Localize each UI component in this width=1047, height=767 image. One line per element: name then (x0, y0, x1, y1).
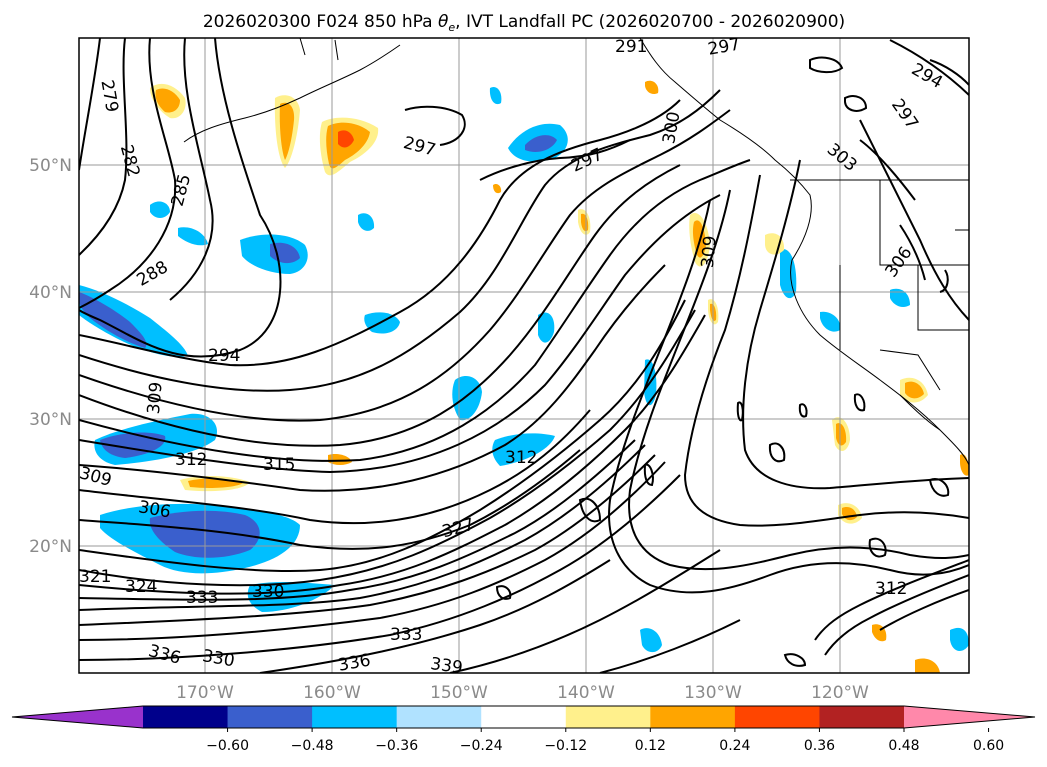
positive-anomaly-region (328, 453, 352, 465)
colorbar-tick-label: 0.12 (635, 738, 666, 754)
contour-label: 333 (390, 625, 422, 645)
colorbar: −0.60 −0.48 −0.36 −0.24 −0.12 0.12 0.24 0.36 0.4… (11, 705, 1036, 754)
contour-label: 291 (615, 37, 647, 57)
colorbar-tick-label: 0.60 (973, 738, 1004, 754)
positive-anomaly-region (765, 233, 785, 255)
contour-label: 339 (429, 654, 464, 678)
lat-label: 50°N (29, 156, 72, 176)
colorbar-tick-label: 0.36 (804, 738, 835, 754)
contour-label: 336 (337, 650, 372, 675)
colorbar-tick-label: −0.12 (544, 738, 587, 754)
negative-anomaly-core (525, 135, 557, 152)
contour-label: 324 (125, 577, 157, 597)
lon-label: 120°W (811, 683, 869, 703)
negative-anomaly-region (950, 627, 969, 652)
lon-label: 150°W (430, 683, 488, 703)
colorbar-segment (819, 706, 905, 728)
positive-anomaly-core (279, 102, 295, 160)
negative-anomaly-region (538, 312, 555, 343)
positive-anomaly-core (905, 381, 924, 399)
colorbar-segment (565, 706, 651, 728)
positive-anomaly-core (836, 423, 847, 446)
colorbar-tick-label: 0.24 (719, 738, 750, 754)
map-panel: 279 282 285 288 294 297 297 297 300 303 … (29, 34, 970, 703)
negative-anomaly-region (489, 86, 502, 105)
positive-anomaly-core (155, 88, 180, 113)
colorbar-tick-label: −0.60 (206, 738, 249, 754)
map-frame (78, 37, 970, 674)
contour-label: 309 (698, 235, 721, 269)
contour-label: 297 (706, 34, 741, 59)
lat-label: 30°N (29, 410, 72, 430)
colorbar-tick-label: 0.48 (888, 738, 919, 754)
lon-label: 170°W (176, 683, 234, 703)
negative-anomaly-region (79, 285, 188, 357)
lon-label: 160°W (303, 683, 361, 703)
lat-label: 40°N (29, 283, 72, 303)
graticule (79, 38, 969, 673)
contour-label: 312 (875, 579, 907, 599)
contour-labels: 279 282 285 288 294 297 297 297 300 303 … (79, 34, 946, 678)
negative-anomaly-region (150, 201, 170, 218)
positive-anomaly-region (645, 80, 659, 95)
lon-label: 140°W (557, 683, 615, 703)
colorbar-segment (143, 706, 229, 728)
theta-e-contours (79, 38, 969, 673)
colorbar-extend-high (904, 706, 1035, 728)
contour-label: 333 (186, 588, 218, 608)
colorbar-segment (227, 706, 313, 728)
negative-anomaly-region (640, 628, 662, 653)
negative-anomaly-region (820, 311, 841, 332)
latitude-labels: 50°N 40°N 30°N 20°N (29, 156, 72, 557)
colorbar-tick-label: −0.48 (291, 738, 334, 754)
contour-label: 312 (175, 450, 207, 470)
colorbar-tick-label: −0.36 (375, 738, 418, 754)
positive-anomaly-region (915, 658, 940, 673)
contour-label: 309 (144, 381, 167, 415)
colorbar-tick-label: −0.24 (460, 738, 503, 754)
lon-label: 130°W (684, 683, 742, 703)
contour-label: 312 (505, 448, 537, 468)
negative-anomaly-core (79, 292, 147, 348)
colorbar-segment (734, 706, 820, 728)
colorbar-outline (11, 705, 1036, 729)
contour-label: 315 (263, 455, 295, 475)
colorbar-segment (396, 706, 482, 728)
longitude-labels: 170°W 160°W 150°W 140°W 130°W 120°W (176, 683, 869, 703)
contour-label: 330 (252, 582, 284, 602)
negative-anomaly-region (452, 376, 482, 421)
colorbar-segment (650, 706, 736, 728)
colorbar-segment (312, 706, 398, 728)
contour-label: 321 (79, 567, 111, 587)
positive-anomaly-peak (338, 130, 354, 148)
negative-anomaly-region (492, 433, 555, 466)
colorbar-segment (481, 706, 567, 728)
lat-label: 20°N (29, 537, 72, 557)
negative-anomaly-region (890, 288, 910, 308)
negative-anomaly-region (358, 213, 375, 231)
figure-title: 2026020300 F024 850 hPa θe, IVT Landfall… (203, 12, 845, 34)
negative-anomaly-region (178, 227, 208, 246)
colorbar-extend-low (12, 706, 143, 728)
contour-label: 294 (208, 346, 240, 366)
positive-anomaly-region (493, 183, 502, 194)
